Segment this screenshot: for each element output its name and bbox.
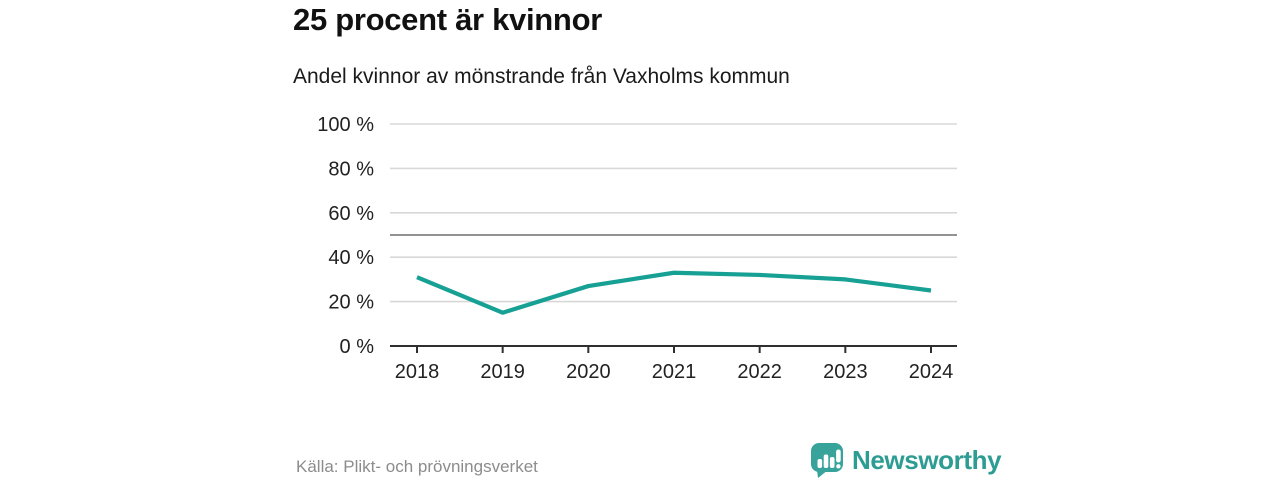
newsworthy-bubble-chart-icon xyxy=(811,443,843,478)
x-tick-label: 2018 xyxy=(395,361,440,383)
x-tick-label: 2024 xyxy=(909,361,954,383)
chart-title: 25 procent är kvinnor xyxy=(293,2,602,37)
y-tick-label: 100 % xyxy=(317,114,374,136)
y-tick-label: 40 % xyxy=(328,247,374,269)
newsworthy-logo: Newsworthy xyxy=(810,442,1002,478)
x-tick-label: 2019 xyxy=(480,361,525,383)
x-tick-label: 2023 xyxy=(823,361,868,383)
y-tick-label: 20 % xyxy=(328,292,374,314)
x-tick-label: 2020 xyxy=(566,361,611,383)
y-tick-label: 0 % xyxy=(340,336,375,358)
newsworthy-wordmark: Newsworthy xyxy=(852,444,1002,475)
y-tick-label: 80 % xyxy=(328,158,374,180)
line-chart: 0 % 20 % 40 % 60 % 80 % 100 % 2018 2019 2020 2021… xyxy=(317,114,957,383)
data-line xyxy=(416,270,932,315)
source-note: Källa: Plikt- och prövningsverket xyxy=(296,457,538,476)
y-tick-label: 60 % xyxy=(328,203,374,225)
x-tick-label: 2021 xyxy=(652,361,697,383)
x-tick-label: 2022 xyxy=(737,361,782,383)
chart-subtitle: Andel kvinnor av mönstrande från Vaxholm… xyxy=(293,65,790,88)
